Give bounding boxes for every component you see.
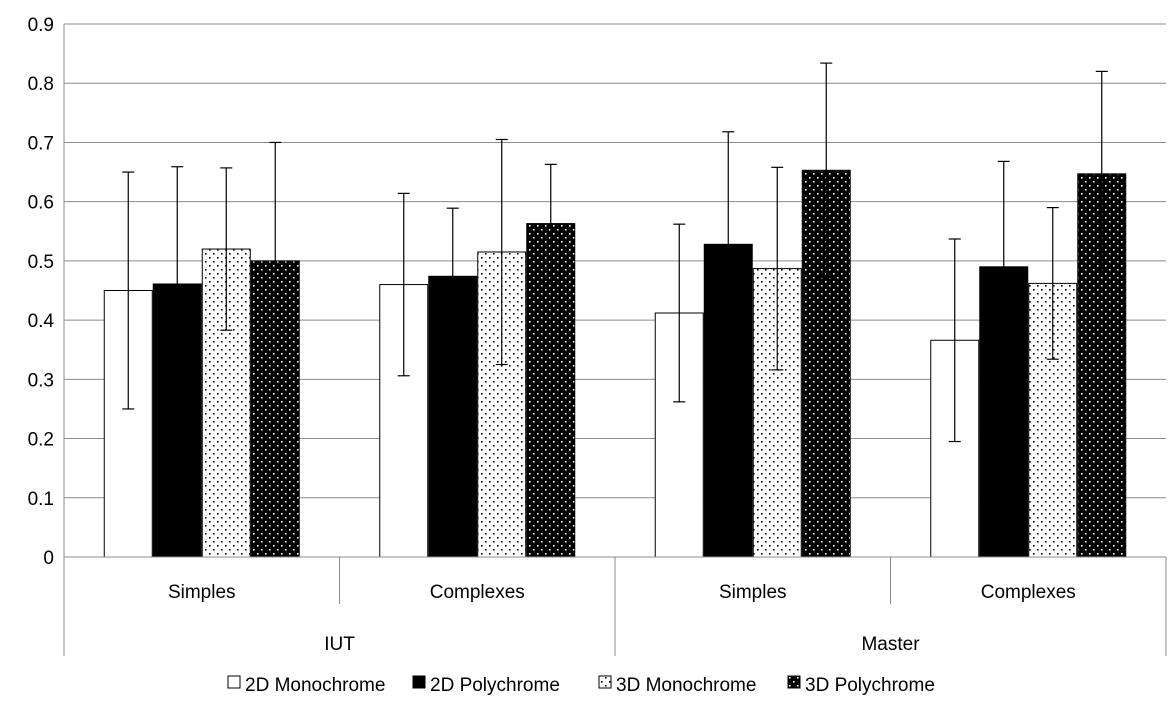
legend-swatch [412,675,426,689]
x-axis: Simples Complexes Simples Complexes IUT Maste… [63,556,1167,656]
legend-label: 2D Monochrome [245,675,385,696]
y-tick-label: 0.4 [28,311,55,332]
y-tick-label: 0.6 [28,193,54,214]
error-bars [122,62,1108,443]
legend: 2D Monochrome 2D Polychrome 3D Monochrome 3… [227,675,935,696]
x-category-label: Complexes [981,582,1076,603]
y-tick-label: 0.8 [28,74,54,95]
y-tick-label: 0.1 [28,489,54,510]
y-axis: 0 0.1 0.2 0.3 0.4 0.5 0.6 0.7 0.8 0.9 [28,15,65,569]
y-tick-label: 0.5 [28,252,54,273]
y-tick-label: 0.3 [28,370,54,391]
legend-label: 3D Monochrome [616,675,756,696]
legend-swatch [227,675,241,689]
x-category-label: Complexes [430,582,525,603]
legend-label: 3D Polychrome [805,675,935,696]
y-tick-label: 0.7 [28,133,54,154]
x-category-label: Simples [168,582,236,603]
x-category-label: Simples [719,582,787,603]
legend-swatch [598,675,612,689]
x-group-label: IUT [324,634,355,655]
y-tick-label: 0.2 [28,430,54,451]
legend-label: 2D Polychrome [430,675,560,696]
legend-swatch [787,675,801,689]
y-tick-label: 0 [43,548,54,569]
x-group-label: Master [861,634,920,655]
bars [103,169,1127,558]
y-tick-label: 0.9 [28,15,54,36]
